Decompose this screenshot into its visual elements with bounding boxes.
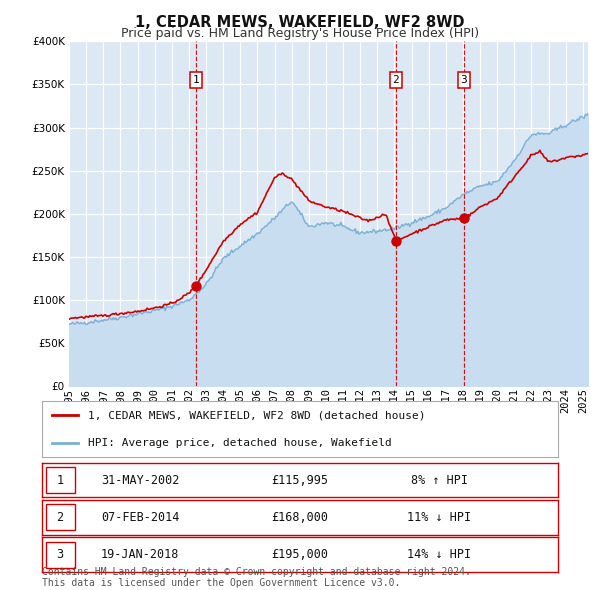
Text: 1: 1 [56,474,64,487]
Text: 1, CEDAR MEWS, WAKEFIELD, WF2 8WD: 1, CEDAR MEWS, WAKEFIELD, WF2 8WD [135,15,465,30]
Text: 14% ↓ HPI: 14% ↓ HPI [407,548,472,561]
Text: 2: 2 [56,511,64,524]
Text: 1: 1 [193,75,199,85]
Text: 3: 3 [56,548,64,561]
FancyBboxPatch shape [46,504,74,530]
Text: 3: 3 [460,75,467,85]
Text: 8% ↑ HPI: 8% ↑ HPI [411,474,468,487]
Text: Price paid vs. HM Land Registry's House Price Index (HPI): Price paid vs. HM Land Registry's House … [121,27,479,40]
Text: 07-FEB-2014: 07-FEB-2014 [101,511,179,524]
Text: HPI: Average price, detached house, Wakefield: HPI: Average price, detached house, Wake… [88,438,392,448]
Text: 1, CEDAR MEWS, WAKEFIELD, WF2 8WD (detached house): 1, CEDAR MEWS, WAKEFIELD, WF2 8WD (detac… [88,410,426,420]
Text: 2: 2 [392,75,400,85]
FancyBboxPatch shape [46,542,74,568]
FancyBboxPatch shape [46,467,74,493]
Text: 19-JAN-2018: 19-JAN-2018 [101,548,179,561]
Text: £168,000: £168,000 [271,511,329,524]
Text: £115,995: £115,995 [271,474,329,487]
Text: 31-MAY-2002: 31-MAY-2002 [101,474,179,487]
Text: 11% ↓ HPI: 11% ↓ HPI [407,511,472,524]
Text: Contains HM Land Registry data © Crown copyright and database right 2024.
This d: Contains HM Land Registry data © Crown c… [42,566,471,588]
Text: £195,000: £195,000 [271,548,329,561]
